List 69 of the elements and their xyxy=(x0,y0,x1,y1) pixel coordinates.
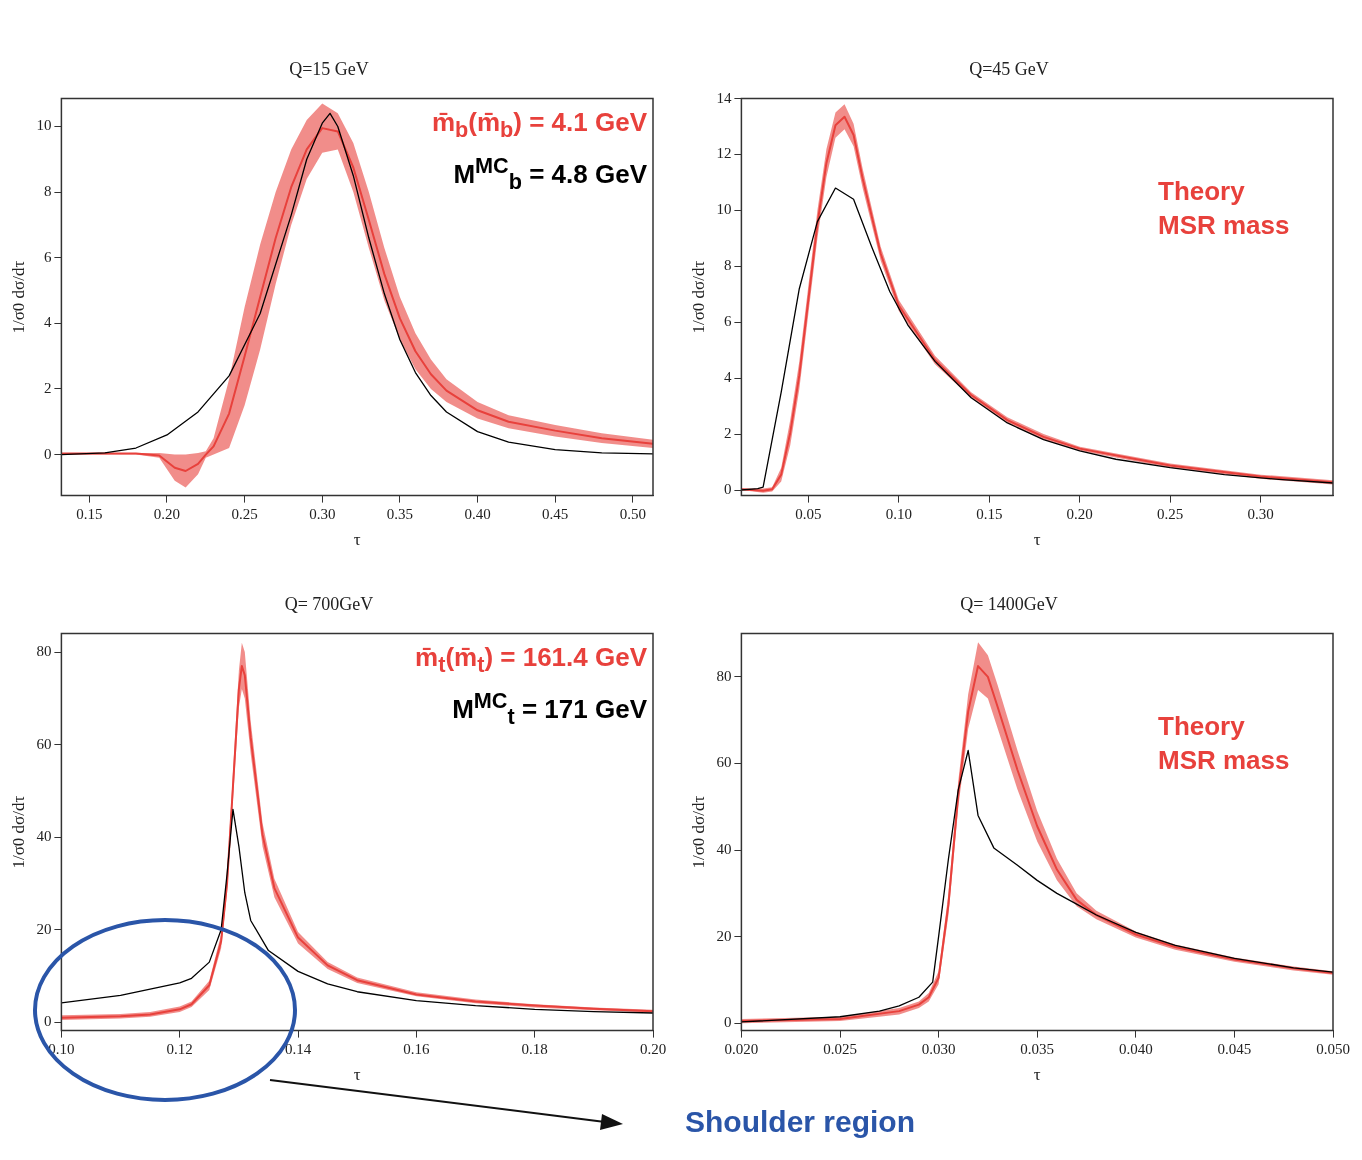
y-tick-label: 0 xyxy=(723,1014,732,1031)
x-tick-label: 0.15 xyxy=(976,505,1003,522)
y-tick-label: 14 xyxy=(716,89,732,106)
text: Shoulder region xyxy=(685,1105,916,1139)
x-tick-label: 0.20 xyxy=(153,505,181,522)
y-tick-label: 80 xyxy=(716,667,732,684)
x-tick-label: 0.045 xyxy=(1217,1040,1252,1057)
y-tick-label: 2 xyxy=(43,379,52,396)
y-tick-label: 60 xyxy=(716,754,732,771)
annotation: m̄$_{b}$(m̄$_{b}$) = 4.1 GeV xyxy=(431,106,647,143)
y-tick-label: 40 xyxy=(716,841,732,857)
x-axis-title: τ xyxy=(1033,530,1041,550)
y-tick-label: 6 xyxy=(43,248,52,265)
x-tick-label: 0.30 xyxy=(309,505,336,522)
annotation: m̄$_{t}$(m̄$_{t}$) = 161.4 GeV xyxy=(415,641,647,678)
y-tick-label: 8 xyxy=(43,183,52,200)
x-tick-label: 0.025 xyxy=(823,1040,857,1057)
y-tick-label: 6 xyxy=(723,313,732,330)
x-tick-label: 0.14 xyxy=(284,1040,312,1057)
x-tick-label: 0.35 xyxy=(386,505,414,522)
y-axis-title: 1/σ0 dσ/dτ xyxy=(688,260,708,334)
x-tick-label: 0.16 xyxy=(403,1040,430,1057)
x-tick-label: 0.50 xyxy=(619,505,646,522)
y-tick-label: 60 xyxy=(36,735,52,752)
x-tick-label: 0.20 xyxy=(639,1040,667,1057)
y-tick-label: 20 xyxy=(716,927,732,944)
text: Theory MSR mass xyxy=(1158,709,1291,777)
x-tick-label: 0.20 xyxy=(1066,505,1093,522)
x-tick-label: 0.035 xyxy=(1020,1040,1055,1057)
y-tick-label: 0 xyxy=(43,445,52,462)
text: Theory MSR mass xyxy=(1158,174,1291,242)
y-tick-label: 4 xyxy=(723,369,732,386)
x-tick-label: 0.18 xyxy=(521,1040,548,1057)
x-tick-label: 0.15 xyxy=(76,505,103,522)
chart-title: Q= 700GeV xyxy=(284,593,374,614)
x-tick-label: 0.030 xyxy=(921,1040,956,1057)
chart-title: Q=45 GeV xyxy=(969,58,1049,79)
y-tick-label: 4 xyxy=(43,314,52,331)
y-axis-title: 1/σ0 dσ/dτ xyxy=(8,260,28,334)
y-axis-title: 1/σ0 dσ/dτ xyxy=(8,795,28,869)
x-tick-label: 0.10 xyxy=(885,505,912,522)
y-tick-label: 8 xyxy=(723,257,732,274)
x-tick-label: 0.050 xyxy=(1316,1040,1350,1057)
y-tick-label: 10 xyxy=(716,201,732,218)
x-tick-label: 0.05 xyxy=(795,505,822,522)
x-tick-label: 0.12 xyxy=(166,1040,193,1057)
y-axis-title: 1/σ0 dσ/dτ xyxy=(688,795,708,869)
chart-title: Q=15 GeV xyxy=(289,58,369,79)
x-tick-label: 0.040 xyxy=(1118,1040,1153,1057)
y-tick-label: 10 xyxy=(36,117,52,134)
annotation: M$^{MC}$$_{t}$ = 171 GeV xyxy=(452,687,647,730)
x-tick-label: 0.45 xyxy=(542,505,569,522)
annotation: M$^{MC}$$_{b}$ = 4.8 GeV xyxy=(453,152,647,195)
x-axis-title: τ xyxy=(1033,1065,1041,1085)
x-tick-label: 0.020 xyxy=(724,1040,759,1057)
y-tick-label: 40 xyxy=(36,828,52,845)
y-tick-label: 0 xyxy=(43,1013,52,1030)
y-tick-label: 20 xyxy=(36,920,52,937)
x-axis-title: τ xyxy=(353,1065,361,1085)
x-tick-label: 0.40 xyxy=(464,505,491,522)
x-tick-label: 0.25 xyxy=(231,505,258,522)
x-axis-title: τ xyxy=(353,530,361,550)
chart-title: Q= 1400GeV xyxy=(960,593,1058,614)
x-tick-label: 0.30 xyxy=(1247,505,1274,522)
x-tick-label: 0.25 xyxy=(1157,505,1184,522)
y-tick-label: 0 xyxy=(723,480,732,497)
y-tick-label: 12 xyxy=(716,145,732,162)
y-tick-label: 80 xyxy=(36,643,52,660)
y-tick-label: 2 xyxy=(723,425,732,442)
